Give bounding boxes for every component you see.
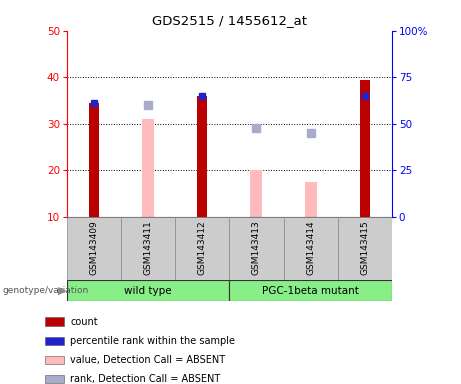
Text: GSM143413: GSM143413 <box>252 220 261 275</box>
Bar <box>45 336 64 345</box>
Bar <box>229 280 392 301</box>
Bar <box>67 217 121 280</box>
Bar <box>45 317 64 326</box>
Bar <box>284 217 337 280</box>
Title: GDS2515 / 1455612_at: GDS2515 / 1455612_at <box>152 14 307 27</box>
Bar <box>45 356 64 364</box>
Text: GSM143412: GSM143412 <box>198 220 207 275</box>
Text: GSM143411: GSM143411 <box>143 220 153 275</box>
Text: PGC-1beta mutant: PGC-1beta mutant <box>262 286 359 296</box>
Bar <box>229 217 284 280</box>
Text: wild type: wild type <box>124 286 172 296</box>
Bar <box>175 217 229 280</box>
Text: value, Detection Call = ABSENT: value, Detection Call = ABSENT <box>70 355 225 365</box>
Bar <box>197 96 207 217</box>
Text: GSM143409: GSM143409 <box>89 220 99 275</box>
Text: rank, Detection Call = ABSENT: rank, Detection Call = ABSENT <box>70 374 220 384</box>
Text: ▶: ▶ <box>58 286 66 296</box>
Text: GSM143414: GSM143414 <box>306 220 315 275</box>
Bar <box>89 103 99 217</box>
Bar <box>250 170 262 217</box>
Bar <box>142 119 154 217</box>
Bar <box>45 375 64 383</box>
Bar <box>67 280 229 301</box>
Text: genotype/variation: genotype/variation <box>2 286 89 295</box>
Text: percentile rank within the sample: percentile rank within the sample <box>70 336 235 346</box>
Bar <box>337 217 392 280</box>
Text: count: count <box>70 316 98 327</box>
Bar <box>360 79 370 217</box>
Bar <box>305 182 317 217</box>
Bar <box>121 217 175 280</box>
Text: GSM143415: GSM143415 <box>360 220 369 275</box>
